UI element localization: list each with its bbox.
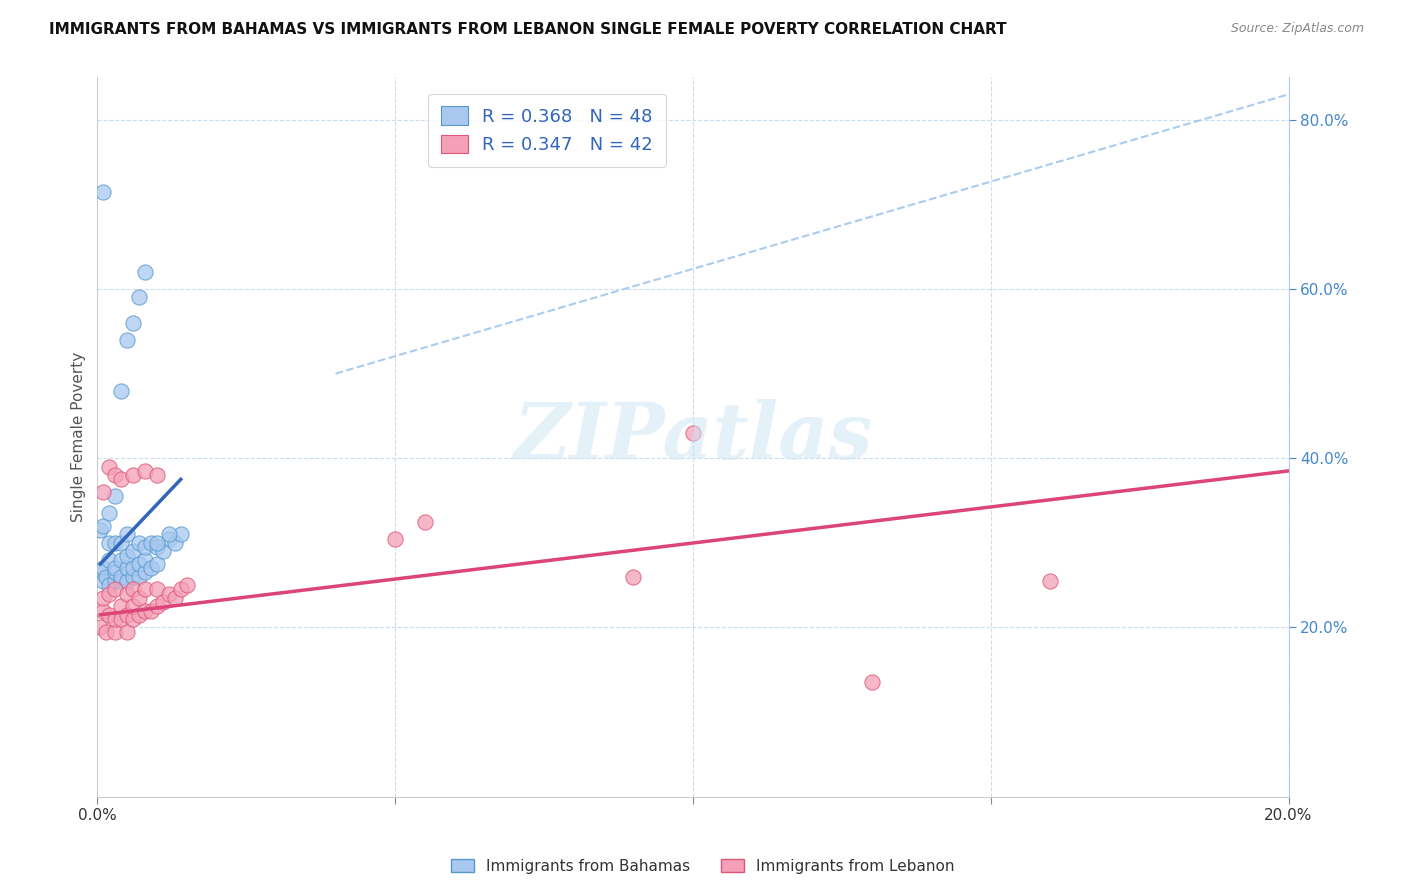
Point (110, 569, 132, 583)
Point (115, 574, 138, 588)
Point (146, 557, 169, 571)
Point (163, 536, 186, 550)
Point (157, 532, 180, 546)
Point (104, 612, 127, 626)
Point (115, 561, 138, 575)
Point (170, 527, 193, 541)
Point (139, 561, 162, 575)
Point (134, 553, 156, 567)
Point (122, 612, 145, 626)
Point (104, 582, 127, 597)
Y-axis label: Single Female Poverty: Single Female Poverty (72, 352, 86, 522)
Point (110, 612, 132, 626)
Point (122, 561, 145, 575)
Point (134, 566, 156, 580)
Point (89, 566, 111, 580)
Point (860, 675, 883, 690)
Point (91, 591, 114, 605)
Point (128, 607, 150, 622)
Point (1039, 574, 1062, 588)
Point (98, 459, 121, 474)
Point (110, 472, 132, 486)
Legend: Immigrants from Bahamas, Immigrants from Lebanon: Immigrants from Bahamas, Immigrants from… (446, 853, 960, 880)
Point (115, 624, 138, 639)
Point (122, 599, 145, 614)
Point (128, 536, 150, 550)
Point (146, 540, 169, 554)
Point (163, 591, 186, 605)
Point (91, 574, 114, 588)
Point (104, 566, 127, 580)
Point (122, 569, 145, 583)
Point (96, 624, 118, 639)
Point (122, 582, 145, 597)
Point (110, 553, 132, 567)
Point (104, 624, 127, 639)
Point (89, 620, 111, 634)
Point (91, 519, 114, 533)
Point (128, 290, 150, 304)
Point (413, 515, 436, 529)
Point (115, 527, 138, 541)
Point (134, 603, 156, 617)
Point (384, 532, 406, 546)
Point (91, 561, 114, 575)
Point (98, 506, 121, 520)
Text: ZIPatlas: ZIPatlas (513, 399, 873, 475)
Point (110, 574, 132, 588)
Point (152, 544, 174, 558)
Point (98, 586, 121, 600)
Point (134, 540, 156, 554)
Point (96, 569, 118, 583)
Point (128, 569, 150, 583)
Point (176, 578, 198, 592)
Point (139, 536, 162, 550)
Point (98, 607, 121, 622)
Legend: R = 0.368   N = 48, R = 0.347   N = 42: R = 0.368 N = 48, R = 0.347 N = 42 (427, 94, 665, 167)
Point (98, 578, 121, 592)
Point (146, 536, 169, 550)
Point (110, 384, 132, 398)
Point (146, 468, 169, 483)
Point (170, 582, 193, 597)
Point (122, 468, 145, 483)
Point (104, 468, 127, 483)
Text: Source: ZipAtlas.com: Source: ZipAtlas.com (1230, 22, 1364, 36)
Point (128, 557, 150, 571)
Point (110, 536, 132, 550)
Point (122, 544, 145, 558)
Point (104, 489, 127, 503)
Point (152, 595, 174, 609)
Point (122, 316, 145, 330)
Point (128, 591, 150, 605)
Point (139, 603, 162, 617)
Point (89, 523, 111, 537)
Point (146, 599, 169, 614)
Point (134, 582, 156, 597)
Point (115, 549, 138, 563)
Point (104, 561, 127, 575)
Point (682, 425, 704, 440)
Point (115, 607, 138, 622)
Point (157, 586, 180, 600)
Point (621, 569, 644, 583)
Point (98, 536, 121, 550)
Point (91, 185, 114, 199)
Point (104, 574, 127, 588)
Point (115, 586, 138, 600)
Point (104, 536, 127, 550)
Point (146, 582, 169, 597)
Point (157, 527, 180, 541)
Point (98, 553, 121, 567)
Point (110, 599, 132, 614)
Text: IMMIGRANTS FROM BAHAMAS VS IMMIGRANTS FROM LEBANON SINGLE FEMALE POVERTY CORRELA: IMMIGRANTS FROM BAHAMAS VS IMMIGRANTS FR… (49, 22, 1007, 37)
Point (91, 603, 114, 617)
Point (134, 464, 156, 478)
Point (115, 333, 138, 347)
Point (134, 265, 156, 279)
Point (91, 485, 114, 500)
